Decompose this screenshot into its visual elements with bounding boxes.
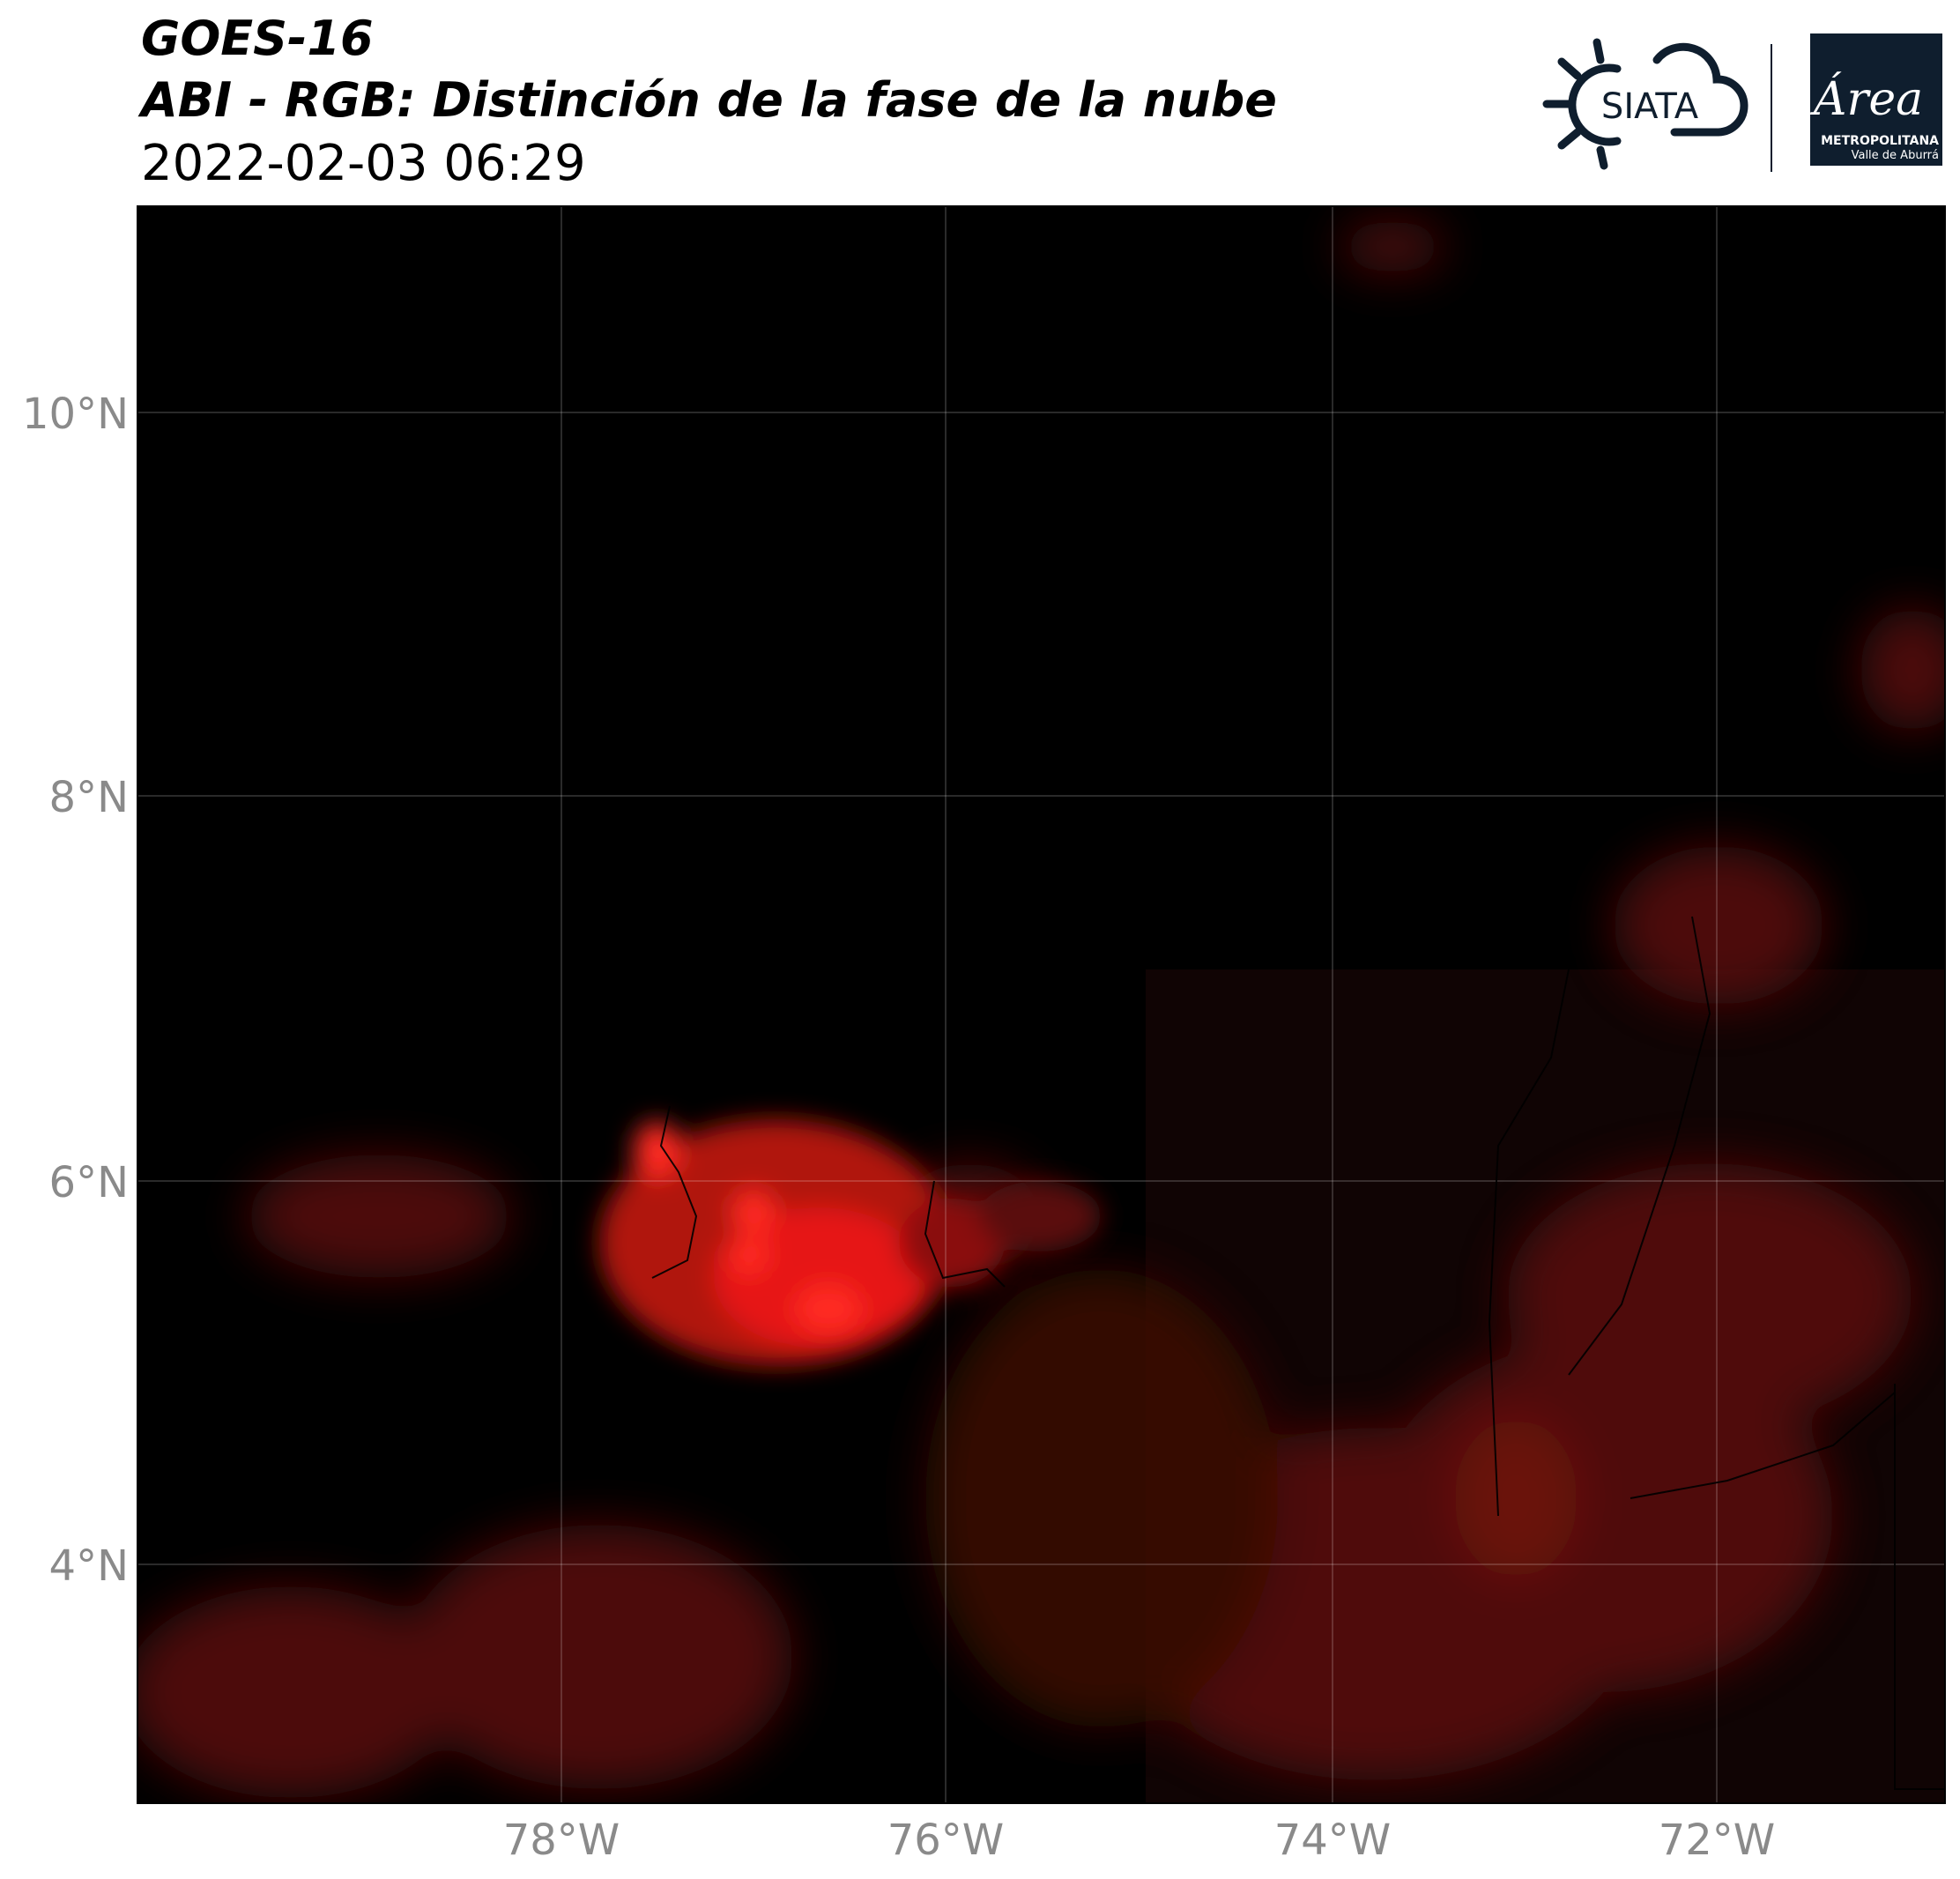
datetime: 2022-02-03 06:29 — [141, 135, 586, 192]
title: GOES-16 — [141, 11, 374, 66]
subtitle: ABI - RGB: Distinción de la fase de la n… — [137, 72, 1277, 128]
siata-text: SIATA — [1601, 86, 1699, 127]
lat-label: 6°N — [49, 1158, 129, 1207]
area-text: Área — [1810, 71, 1923, 126]
satellite-image — [137, 206, 1945, 1803]
lon-label: 74°W — [1274, 1816, 1392, 1865]
lon-label: 78°W — [503, 1816, 620, 1865]
lon-label: 72°W — [1659, 1816, 1776, 1865]
map-frame — [137, 205, 1946, 1804]
borders — [651, 898, 1945, 1790]
lon-label: 76°W — [887, 1816, 1005, 1865]
area-line1: METROPOLITANA — [1821, 134, 1939, 148]
area-line2: Valle de Aburrá — [1852, 149, 1939, 162]
graticule — [137, 206, 1945, 1803]
lat-label: 8°N — [49, 773, 129, 822]
lat-label: 10°N — [22, 390, 129, 439]
lat-label: 4°N — [49, 1541, 129, 1591]
siata-logo: SIATA Área METROPOLITANA Valle de Aburrá — [1542, 33, 1942, 172]
